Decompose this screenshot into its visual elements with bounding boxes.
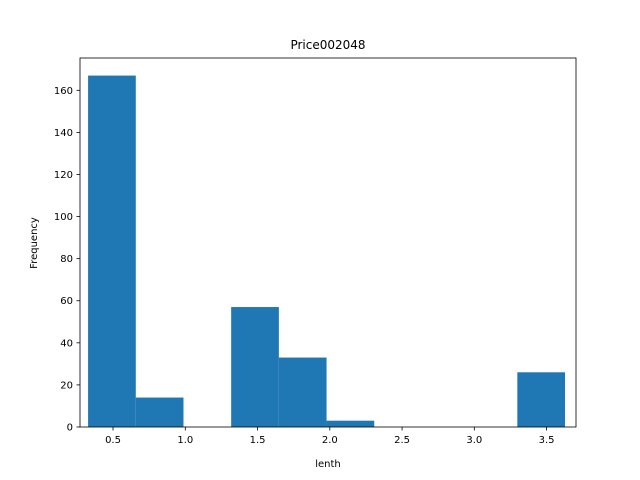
y-tick-label: 140 [54, 128, 73, 139]
histogram-bar [231, 307, 279, 427]
y-tick-label: 40 [60, 338, 73, 349]
x-axis-label: lenth [315, 459, 341, 470]
x-tick-label: 1.0 [177, 435, 193, 446]
y-tick-label: 100 [54, 212, 73, 223]
histogram-bar [326, 420, 375, 427]
histogram-bar [517, 372, 566, 427]
histogram-bar [135, 397, 184, 427]
y-tick-label: 60 [60, 296, 73, 307]
axes-frame [79, 57, 577, 428]
histogram-bar [278, 357, 327, 427]
x-tick-label: 3.5 [539, 435, 555, 446]
y-axis-label: Frequency [29, 217, 40, 269]
y-tick-label: 0 [67, 423, 73, 434]
x-tick-label: 3.0 [466, 435, 482, 446]
y-tick-label: 20 [60, 380, 73, 391]
chart-title: Price002048 [290, 38, 365, 52]
bars-group [88, 75, 566, 428]
histogram-bar [88, 75, 136, 428]
x-axis-ticks: 0.5 1.0 1.5 2.0 2.5 3.0 3.5 [105, 427, 555, 446]
y-axis-ticks: 0 20 40 60 80 100 120 140 160 [54, 86, 80, 434]
y-tick-label: 80 [60, 254, 73, 265]
x-tick-label: 2.5 [394, 435, 410, 446]
x-tick-label: 2.0 [322, 435, 338, 446]
x-tick-label: 1.5 [250, 435, 266, 446]
y-tick-label: 160 [54, 86, 73, 97]
x-tick-label: 0.5 [105, 435, 121, 446]
y-tick-label: 120 [54, 170, 73, 181]
